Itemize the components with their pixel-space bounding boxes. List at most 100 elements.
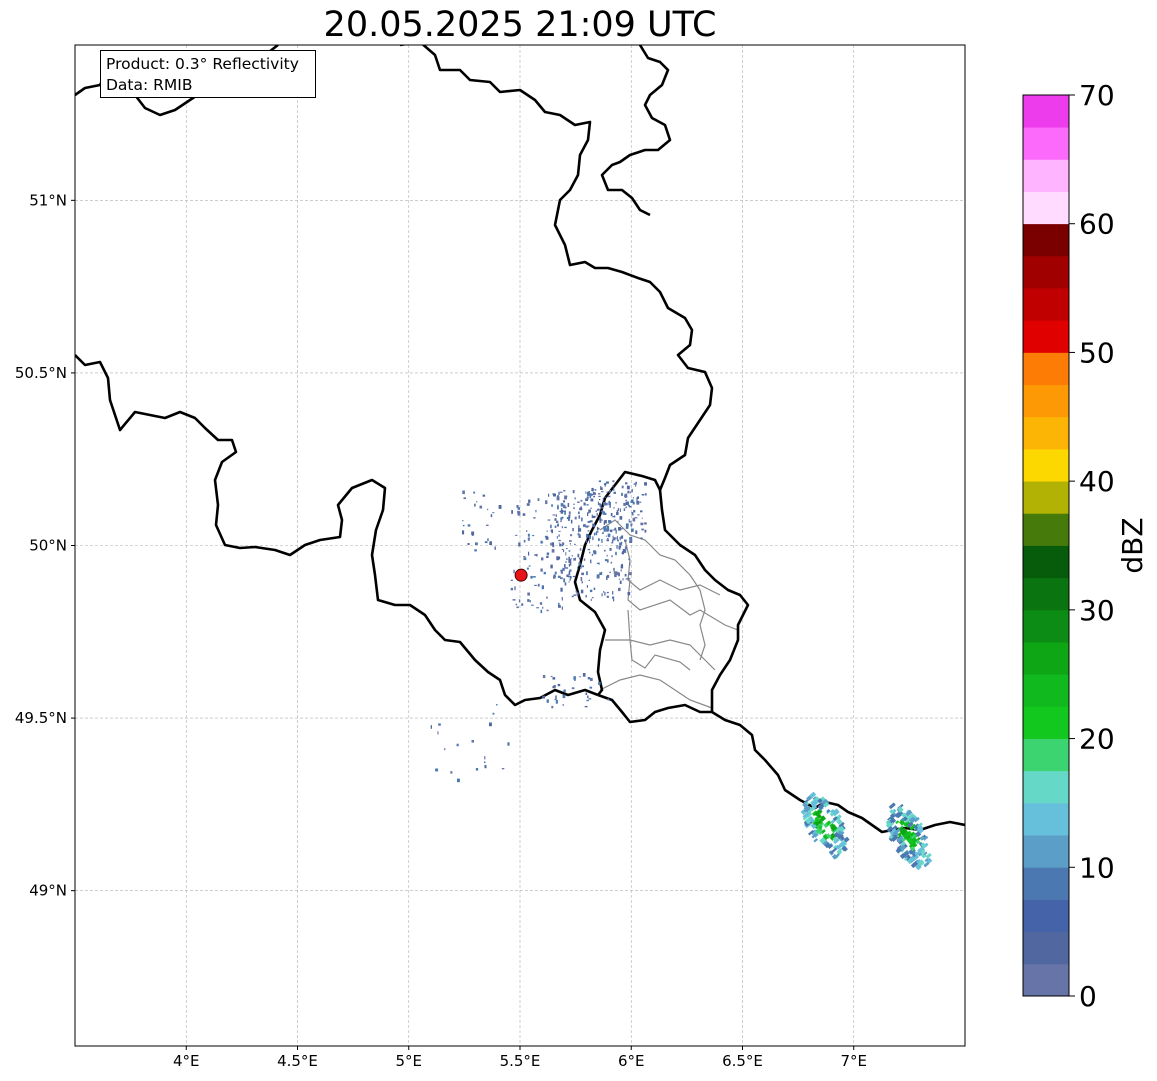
radar-echo <box>561 516 564 519</box>
radar-echo <box>624 573 627 577</box>
radar-echo <box>558 602 560 607</box>
radar-echo <box>573 507 575 510</box>
colorbar-segment <box>1023 802 1069 836</box>
colorbar-segment <box>1023 867 1069 900</box>
radar-echo <box>456 743 459 747</box>
lon-tick-label: 4°E <box>173 1052 200 1070</box>
radar-echo <box>907 812 916 821</box>
radar-echo <box>814 809 822 817</box>
radar-echo <box>527 537 530 541</box>
radar-echo <box>486 524 489 526</box>
lon-tick-label: 6°E <box>618 1052 645 1070</box>
radar-echo <box>830 847 838 854</box>
radar-echo <box>522 513 526 516</box>
radar-echo <box>581 581 583 584</box>
radar-echo <box>918 852 923 857</box>
radar-echo <box>904 857 908 861</box>
radar-echo <box>558 539 561 542</box>
radar-echo <box>564 511 566 515</box>
colorbar-segment <box>1023 320 1069 353</box>
radar-echo <box>625 499 628 501</box>
radar-echo <box>597 574 600 578</box>
radar-echo <box>523 556 526 558</box>
radar-echo <box>627 577 631 580</box>
radar-echo <box>580 589 584 594</box>
radar-echo <box>619 542 622 546</box>
radar-echo <box>592 523 595 528</box>
radar-echo <box>820 815 825 820</box>
radar-echo <box>591 553 594 556</box>
radar-echo <box>516 606 519 609</box>
radar-echo <box>561 606 563 610</box>
radar-echo <box>909 845 916 852</box>
radar-echo <box>608 500 611 504</box>
radar-echo <box>627 501 629 506</box>
canton-border <box>605 639 691 671</box>
radar-echo <box>590 677 593 681</box>
radar-echo <box>553 685 556 688</box>
radar-echo <box>498 505 502 509</box>
radar-echo <box>633 510 636 513</box>
radar-echo <box>562 504 566 508</box>
colorbar-tick-label: 70 <box>1079 79 1115 112</box>
radar-echo <box>631 528 634 532</box>
colorbar-segment <box>1023 899 1069 933</box>
radar-echo <box>557 683 561 687</box>
colorbar-segment <box>1023 642 1069 675</box>
radar-echo <box>598 562 600 565</box>
radar-echo <box>560 503 564 507</box>
radar-echo <box>625 501 628 506</box>
radar-echo <box>603 502 606 506</box>
lat-tick-label: 50°N <box>29 537 67 555</box>
radar-echo <box>579 507 583 511</box>
map-area[interactable] <box>75 42 965 1046</box>
colorbar-segment <box>1023 931 1069 965</box>
radar-echo <box>843 836 850 843</box>
radar-echo <box>574 679 576 681</box>
radar-echo <box>526 530 528 532</box>
radar-echo <box>569 543 571 545</box>
radar-echo <box>610 513 613 517</box>
radar-echo <box>473 491 476 494</box>
radar-echo <box>800 809 807 815</box>
radar-echo <box>588 509 591 513</box>
radar-echo <box>896 835 904 843</box>
radar-echo <box>925 852 932 859</box>
radar-echo <box>622 549 626 551</box>
radar-echo <box>899 827 908 835</box>
radar-echo <box>607 698 610 701</box>
radar-echo <box>578 511 580 515</box>
radar-echo <box>528 499 531 503</box>
radar-echo <box>594 516 597 518</box>
radar-echo <box>919 835 925 841</box>
radar-echo <box>596 562 599 564</box>
radar-echo <box>523 539 526 543</box>
radar-echo <box>574 557 576 561</box>
radar-echo <box>568 556 570 561</box>
radar-echo <box>523 557 527 561</box>
radar-echo <box>597 544 600 547</box>
radar-echo <box>542 695 545 699</box>
radar-echo <box>568 559 572 563</box>
radar-echo <box>561 526 563 529</box>
radar-echo <box>607 559 609 563</box>
radar-echo <box>572 575 576 578</box>
lon-tick-label: 7°E <box>840 1052 867 1070</box>
radar-echo <box>586 539 588 543</box>
radar-echo <box>570 534 573 537</box>
colorbar-title: dBZ <box>1116 517 1149 573</box>
radar-echo <box>552 677 556 680</box>
radar-site-marker[interactable] <box>514 568 528 582</box>
radar-echo <box>570 575 572 579</box>
radar-echo <box>578 525 580 530</box>
canton-border <box>599 674 713 709</box>
radar-echo <box>573 594 576 596</box>
radar-echo <box>621 535 624 539</box>
radar-echo <box>577 501 580 503</box>
radar-echo <box>554 571 557 575</box>
radar-echo <box>540 540 543 544</box>
radar-echo <box>913 816 920 823</box>
radar-echo <box>558 491 560 495</box>
radar-echo <box>603 591 605 593</box>
